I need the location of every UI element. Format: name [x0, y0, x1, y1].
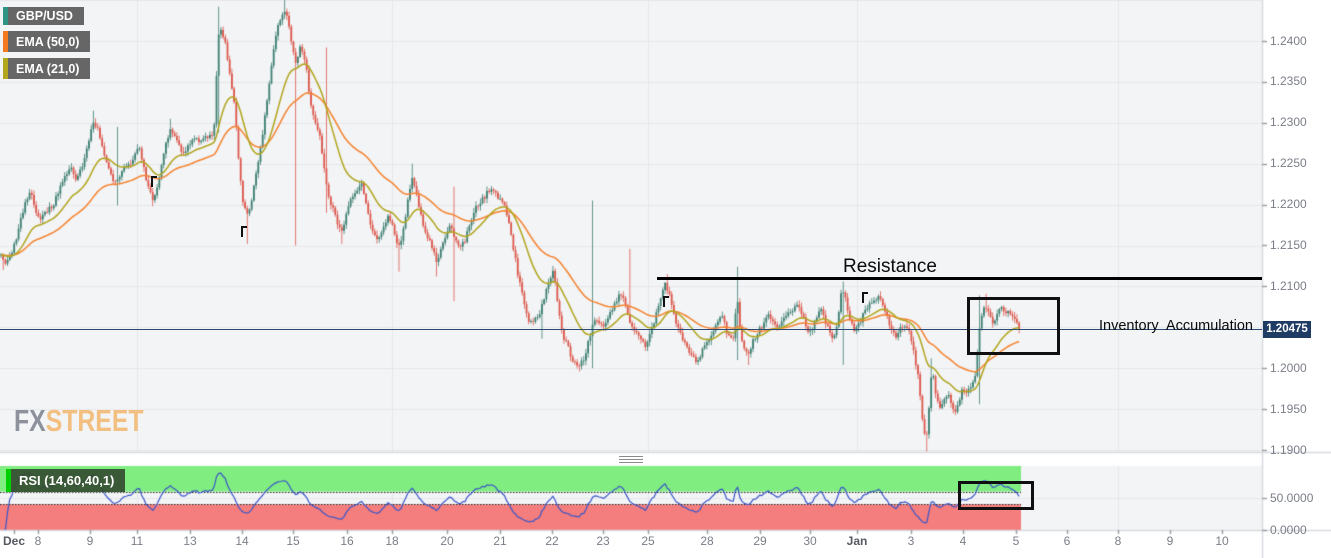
inventory-accumulation-label[interactable]: Inventory Accumulation — [1099, 318, 1253, 334]
price-axis-label: 1.2350 — [1270, 74, 1307, 89]
price-axis-label: 1.2300 — [1270, 115, 1307, 130]
price-axis-label: 1.2200 — [1270, 197, 1307, 212]
fxstreet-watermark-street: STREET — [45, 403, 144, 438]
time-axis-label: 22 — [545, 534, 559, 548]
price-axis-label: 1.1900 — [1270, 442, 1307, 457]
time-axis-label: 9 — [1166, 534, 1174, 548]
pen-mark — [663, 296, 668, 307]
fxstreet-watermark-fx: FX — [14, 403, 46, 438]
accumulation-box[interactable] — [967, 297, 1060, 355]
time-axis-label: 5 — [1012, 534, 1020, 548]
rsi-legend-chip[interactable]: RSI (14,60,40,1) — [6, 469, 126, 492]
ema50-legend-chip[interactable]: EMA (50,0) — [3, 31, 91, 52]
time-axis-label: 25 — [641, 534, 655, 548]
current-price-line — [0, 328, 1262, 331]
time-axis-label: Jan — [846, 534, 868, 548]
ema21-label: EMA (21,0) — [16, 61, 80, 76]
time-axis-label: 9 — [86, 534, 94, 548]
price-axis-label: 1.2100 — [1270, 278, 1307, 293]
time-axis-label: 21 — [493, 534, 507, 548]
current-price-tag: 1.20475 — [1263, 320, 1311, 338]
price-axis-label: 1.2250 — [1270, 156, 1307, 171]
price-axis-label: 1.2400 — [1270, 33, 1307, 48]
pen-mark — [151, 176, 156, 187]
time-axis-label: 18 — [385, 534, 399, 548]
resistance-annotation-label[interactable]: Resistance — [843, 256, 937, 277]
ema21-legend-chip[interactable]: EMA (21,0) — [3, 58, 91, 79]
rsi-axis-label: 50.0000 — [1270, 490, 1314, 505]
symbol-color-bar — [3, 7, 8, 25]
time-axis-label: 23 — [596, 534, 610, 548]
time-axis-label: 11 — [130, 534, 144, 548]
rsi-axis-label: 0.0000 — [1270, 522, 1307, 537]
symbol-legend-chip[interactable]: GBP/USD — [3, 7, 84, 25]
time-axis-label: 28 — [700, 534, 714, 548]
time-axis-label: 3 — [907, 534, 915, 548]
pen-mark — [241, 226, 246, 237]
rsi-color-bar — [6, 469, 11, 492]
time-axis-label: 14 — [235, 534, 249, 548]
resistance-line[interactable] — [657, 276, 1262, 280]
time-axis-label: 20 — [440, 534, 454, 548]
time-axis-label: Dec — [2, 534, 26, 548]
time-axis-label: 13 — [183, 534, 197, 548]
time-axis-label: 8 — [34, 534, 42, 548]
time-axis-label: 30 — [803, 534, 817, 548]
ema21-color-bar — [3, 58, 8, 79]
rsi-label: RSI (14,60,40,1) — [19, 473, 115, 488]
time-axis-label: 6 — [1063, 534, 1071, 548]
time-axis-label: 10 — [1215, 534, 1229, 548]
price-axis-label: 1.2150 — [1270, 238, 1307, 252]
price-axis-label: 1.1950 — [1270, 401, 1307, 416]
pane-separator-handle[interactable] — [619, 456, 643, 464]
ema50-color-bar — [3, 31, 8, 52]
symbol-label: GBP/USD — [16, 9, 73, 23]
pen-mark — [862, 292, 867, 303]
time-axis-label: 15 — [286, 534, 300, 548]
price-axis[interactable]: 1.2400 1.2350 1.2300 1.2250 1.2200 1.2150 1.21… — [1262, 0, 1331, 558]
rsi-consolidation-box[interactable] — [958, 481, 1034, 510]
time-axis[interactable]: Dec 8 9 11 13 14 15 16 18 20 21 22 23 25 28 29 30 Jan 3 4 5 6… — [0, 530, 1262, 558]
fxstreet-watermark: FXSTREET — [14, 403, 144, 439]
time-axis-label: 16 — [340, 534, 354, 548]
time-axis-label: 29 — [753, 534, 767, 548]
ema50-label: EMA (50,0) — [16, 34, 80, 49]
time-axis-label: 4 — [959, 534, 967, 548]
time-axis-label: 8 — [1114, 534, 1122, 548]
price-axis-label: 1.2000 — [1270, 360, 1307, 375]
